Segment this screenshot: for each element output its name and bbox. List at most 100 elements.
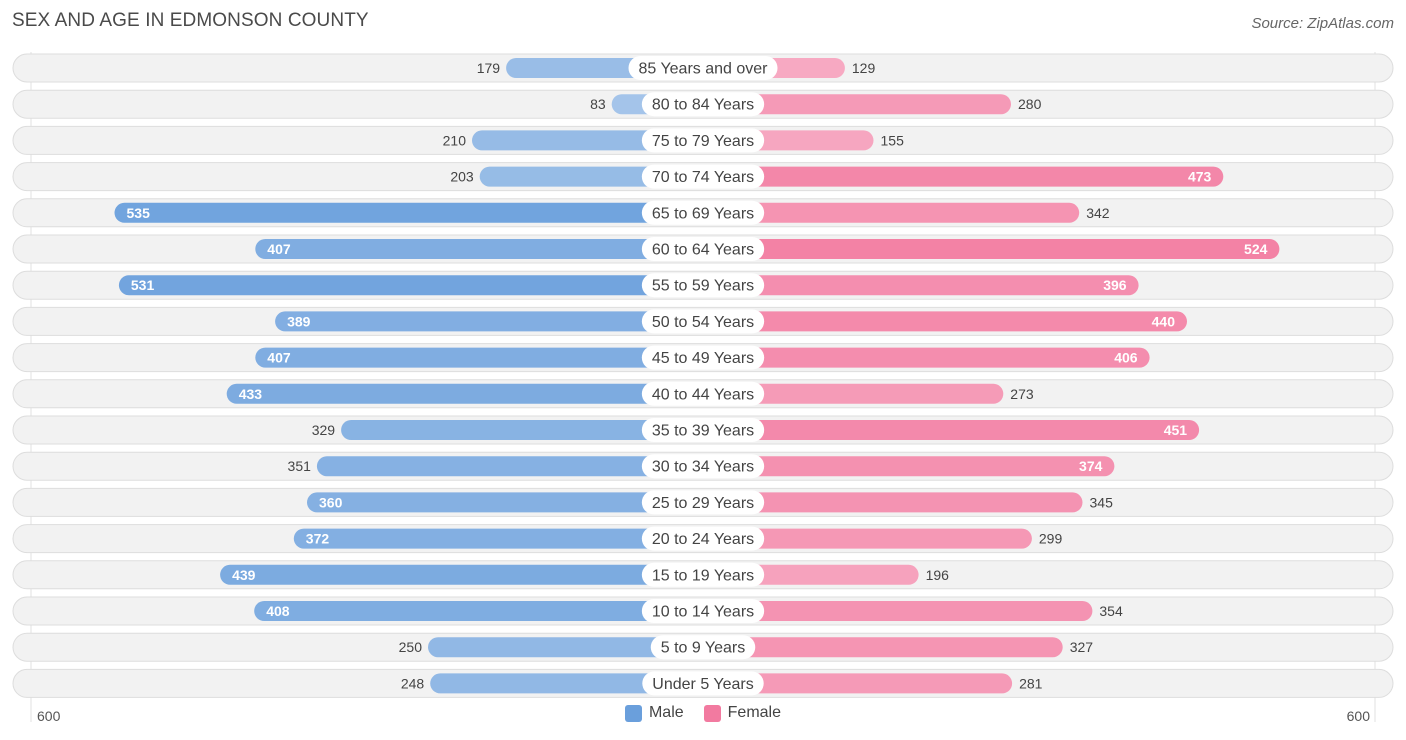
age-group-label: 30 to 34 Years [652, 459, 754, 476]
female-bar [703, 383, 1004, 404]
male-bar [341, 420, 703, 440]
age-group-pill [641, 309, 765, 334]
female-value-label: 374 [1079, 458, 1103, 474]
female-value-label: 406 [1114, 350, 1138, 366]
male-bar [114, 202, 703, 223]
female-bar [703, 492, 1083, 513]
chart-legend: Male Female [0, 704, 1406, 722]
age-group-pill [641, 381, 765, 406]
female-bar [703, 202, 1080, 223]
legend-swatch-female [703, 704, 721, 722]
female-bar [703, 528, 1032, 549]
axis-tick-right: 600 [1347, 708, 1371, 724]
female-bar [703, 311, 1187, 332]
male-value-label: 407 [267, 350, 291, 366]
female-bar [703, 347, 1150, 368]
female-bar [703, 166, 1224, 187]
male-bar [428, 637, 703, 658]
age-group-pill [641, 273, 765, 298]
male-value-label: 203 [450, 169, 474, 185]
female-bar [703, 456, 1115, 477]
male-value-label: 408 [266, 603, 290, 619]
male-value-label: 372 [306, 531, 330, 547]
age-group-label: 40 to 44 Years [652, 386, 754, 403]
female-value-label: 129 [852, 60, 876, 76]
age-group-label: 5 to 9 Years [661, 640, 746, 657]
male-bar [254, 601, 703, 621]
female-value-label: 273 [1010, 386, 1034, 402]
female-value-label: 345 [1090, 494, 1114, 510]
age-group-pill [628, 56, 778, 80]
female-value-label: 342 [1086, 205, 1110, 221]
source-label: Source: ZipAtlas.com [1251, 15, 1394, 32]
age-group-pill [641, 454, 765, 479]
female-bar [703, 673, 1013, 694]
male-bar [307, 492, 703, 513]
male-bar [226, 383, 703, 404]
male-value-label: 433 [239, 386, 263, 402]
age-group-pill [641, 164, 765, 189]
axis-tick-left: 600 [37, 708, 61, 724]
legend-item-female[interactable]: Female [703, 704, 782, 722]
age-group-label: 70 to 74 Years [652, 169, 754, 186]
female-bar [703, 275, 1139, 296]
male-bar [255, 347, 704, 368]
male-bar [220, 564, 703, 585]
female-value-label: 440 [1152, 313, 1176, 329]
age-group-label: 20 to 24 Years [652, 531, 754, 548]
age-group-label: 50 to 54 Years [652, 314, 754, 331]
age-group-label: 85 Years and over [639, 61, 769, 78]
female-value-label: 281 [1019, 675, 1043, 691]
male-value-label: 250 [399, 639, 423, 655]
age-group-label: 25 to 29 Years [652, 495, 754, 512]
female-value-label: 396 [1103, 277, 1127, 293]
male-value-label: 360 [319, 494, 343, 510]
age-group-label: 35 to 39 Years [652, 423, 754, 440]
female-value-label: 280 [1018, 96, 1042, 112]
male-value-label: 439 [232, 567, 256, 583]
female-bar [703, 420, 1200, 440]
age-group-pill [641, 490, 765, 515]
male-value-label: 351 [288, 458, 312, 474]
age-group-pill [641, 418, 765, 442]
female-bar [703, 239, 1280, 259]
age-group-label: 15 to 19 Years [652, 567, 754, 584]
age-group-pill [641, 562, 765, 587]
male-bar [118, 275, 703, 296]
female-value-label: 196 [926, 567, 950, 583]
age-group-pill [641, 128, 765, 153]
age-group-pill [641, 599, 765, 623]
chart-title: SEX AND AGE IN EDMONSON COUNTY [12, 10, 369, 31]
age-group-label: Under 5 Years [652, 676, 753, 693]
age-group-pill [641, 200, 765, 225]
age-group-pill [642, 671, 764, 696]
male-value-label: 389 [287, 313, 311, 329]
female-bar [703, 637, 1063, 658]
male-value-label: 407 [267, 241, 291, 257]
female-value-label: 299 [1039, 531, 1063, 547]
male-bar [293, 528, 703, 549]
male-value-label: 248 [401, 675, 425, 691]
legend-item-male[interactable]: Male [624, 704, 684, 722]
male-value-label: 329 [312, 422, 336, 438]
male-bar [255, 239, 704, 259]
age-group-pill [650, 635, 756, 660]
female-value-label: 354 [1099, 603, 1123, 619]
age-group-label: 55 to 59 Years [652, 278, 754, 295]
age-group-label: 65 to 69 Years [652, 205, 754, 222]
legend-label-female: Female [727, 704, 782, 721]
male-value-label: 210 [443, 132, 467, 148]
legend-swatch-male [624, 704, 642, 722]
age-group-pill [641, 526, 765, 551]
male-bar [316, 456, 703, 477]
male-value-label: 179 [477, 60, 501, 76]
age-group-label: 80 to 84 Years [652, 97, 754, 114]
age-group-pill [641, 237, 765, 261]
male-value-label: 531 [131, 277, 155, 293]
female-value-label: 473 [1188, 169, 1212, 185]
male-bar [430, 673, 703, 694]
female-value-label: 155 [881, 132, 905, 148]
male-value-label: 83 [590, 96, 606, 112]
age-group-pill [641, 345, 765, 370]
